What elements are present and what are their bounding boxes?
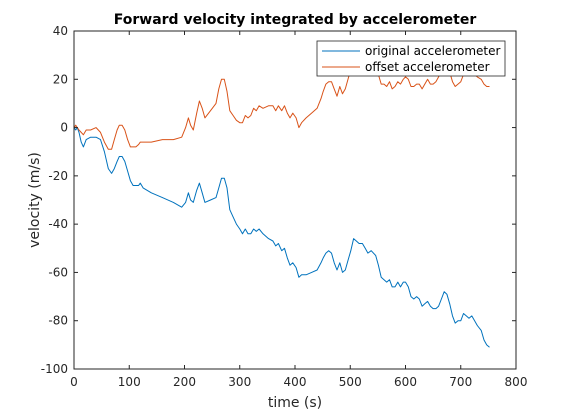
series-line-original: [74, 127, 490, 348]
series-layer: [74, 57, 490, 348]
y-tick-label: -80: [48, 314, 68, 328]
y-tick-label: 0: [60, 121, 68, 135]
plot-area: [74, 31, 516, 369]
y-tick-label: 20: [53, 72, 68, 86]
x-tick-label: 600: [394, 375, 417, 389]
x-tick-label: 0: [70, 375, 78, 389]
x-tick-label: 700: [449, 375, 472, 389]
chart-title: Forward velocity integrated by accelerom…: [114, 12, 477, 28]
y-tick-label: -20: [48, 169, 68, 183]
x-tick-label: 300: [228, 375, 251, 389]
x-tick-label: 400: [284, 375, 307, 389]
series-line-offset: [74, 57, 490, 150]
legend: original accelerometer offset accelerome…: [316, 40, 506, 77]
x-tick-label: 100: [118, 375, 141, 389]
y-tick-label: 40: [53, 24, 68, 38]
x-axis-label: time (s): [268, 395, 322, 411]
x-axis-ticks: 0 100 200 300 400 500 600 700 800: [70, 31, 527, 389]
y-axis-label: velocity (m/s): [27, 152, 43, 248]
x-tick-label: 800: [505, 375, 528, 389]
legend-label-offset: offset accelerometer: [365, 60, 490, 74]
legend-label-original: original accelerometer: [365, 44, 500, 58]
y-axis-ticks: -100 -80 -60 -40 -20 0 20 40: [41, 24, 516, 376]
legend-box: [316, 40, 506, 77]
y-tick-label: -100: [41, 362, 68, 376]
x-tick-label: 500: [339, 375, 362, 389]
x-tick-label: 200: [173, 375, 196, 389]
y-tick-label: -40: [48, 217, 68, 231]
y-tick-label: -60: [48, 265, 68, 279]
